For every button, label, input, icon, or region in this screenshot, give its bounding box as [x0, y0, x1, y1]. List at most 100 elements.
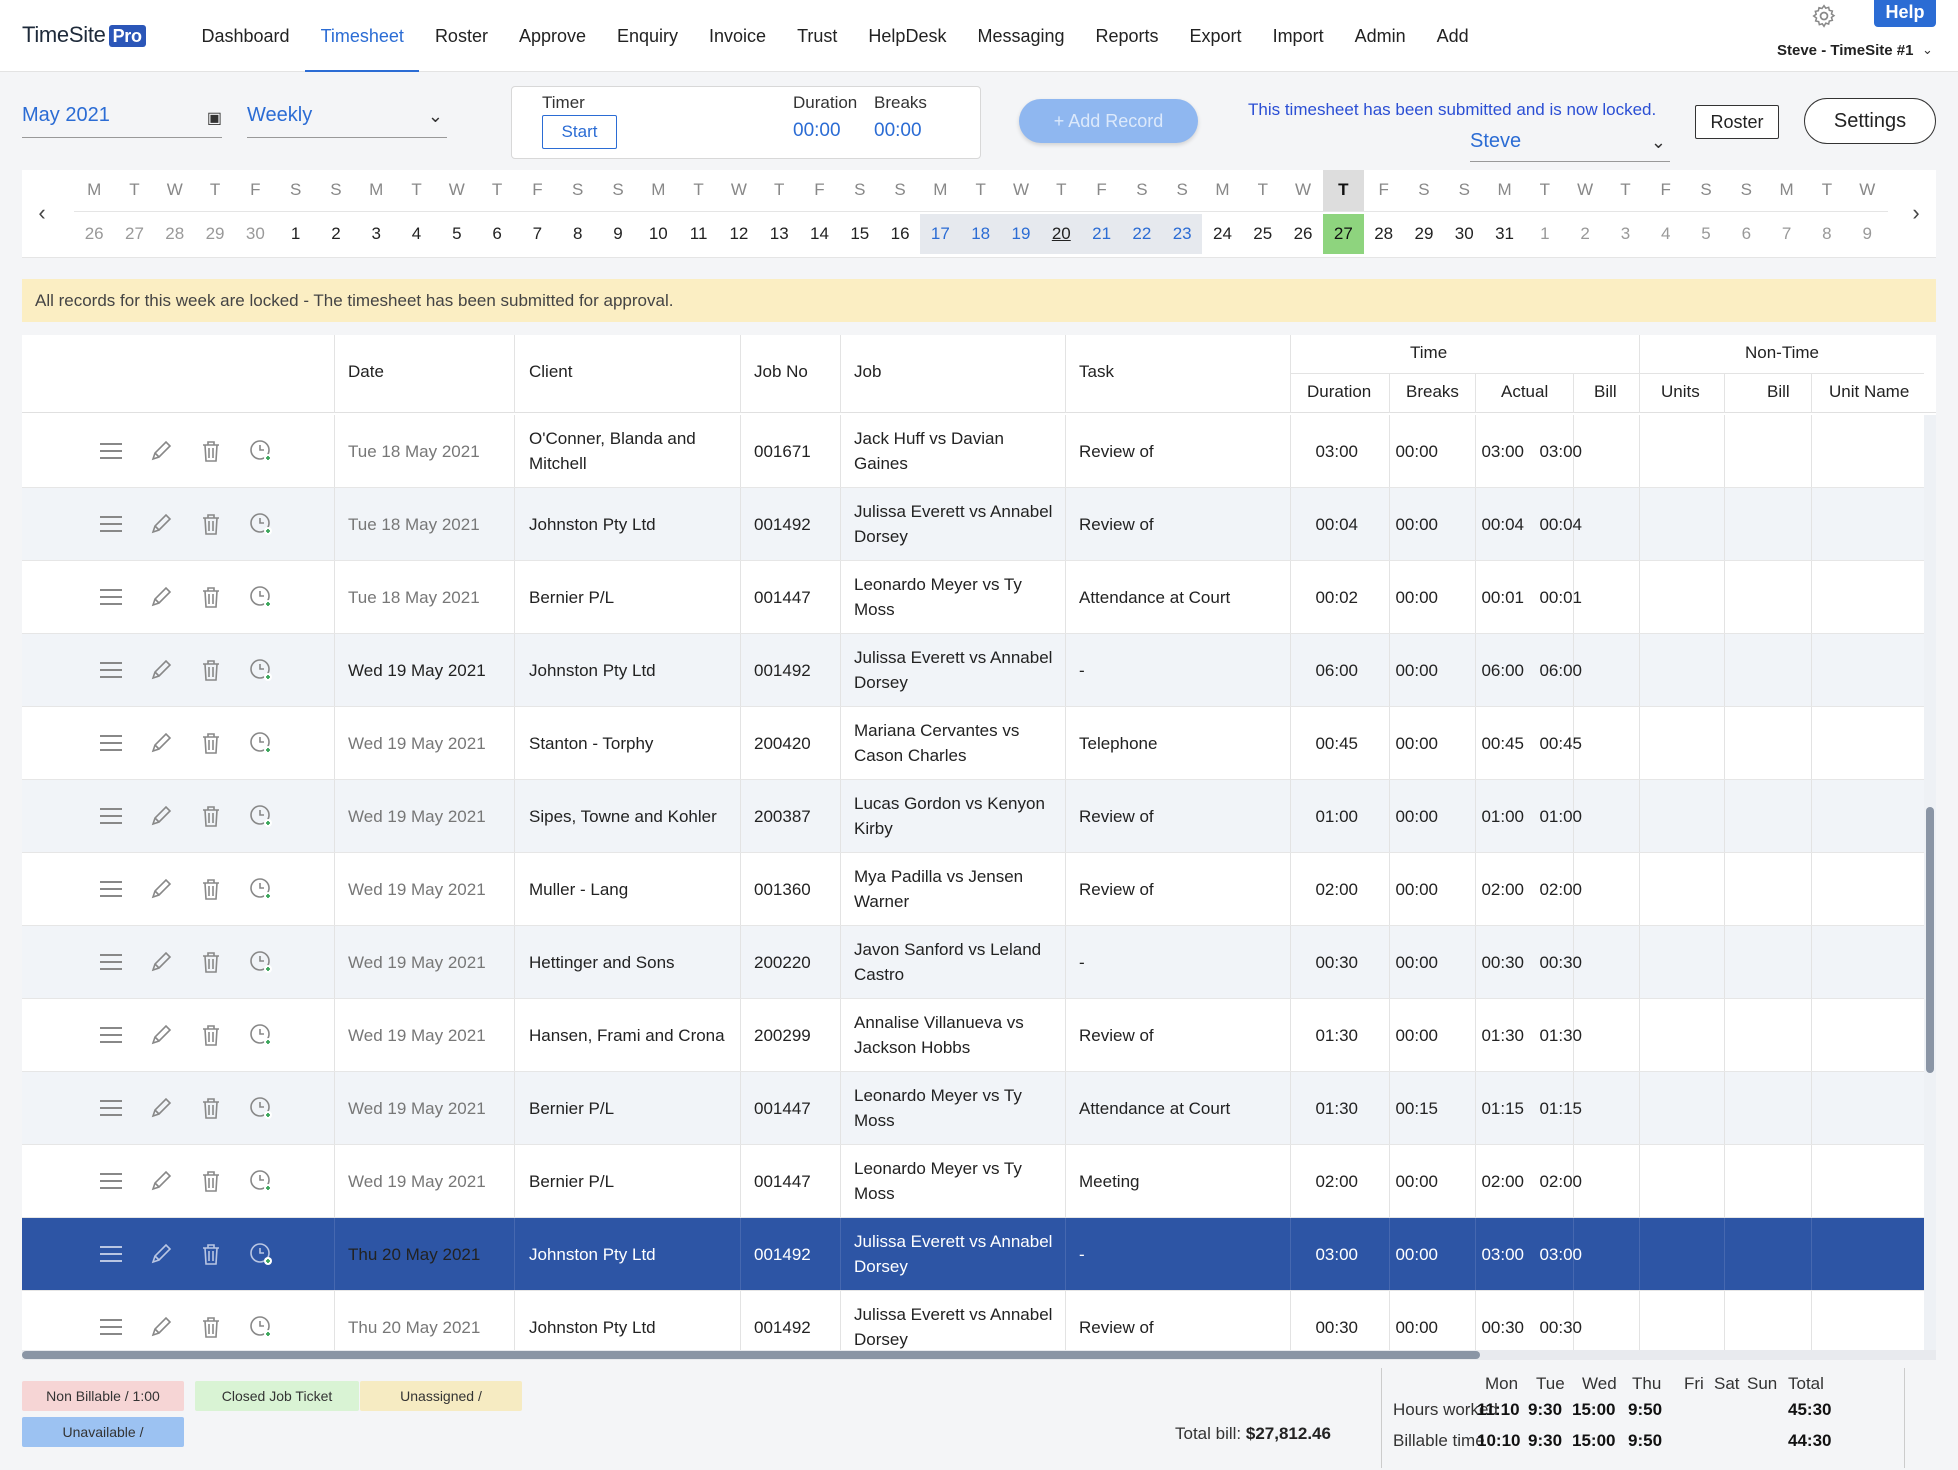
clock-add-icon[interactable]: [247, 1094, 275, 1122]
calendar-day[interactable]: 28: [165, 224, 185, 243]
horizontal-scrollbar-thumb[interactable]: [22, 1351, 1480, 1359]
trash-icon[interactable]: [197, 583, 225, 611]
clock-add-icon[interactable]: [247, 510, 275, 538]
calendar-day[interactable]: 27: [1323, 214, 1364, 254]
pencil-icon[interactable]: [147, 656, 175, 684]
col-date[interactable]: Date: [348, 362, 384, 381]
settings-button[interactable]: Settings: [1804, 98, 1936, 144]
vertical-scrollbar[interactable]: [1924, 415, 1936, 1352]
vertical-scrollbar-thumb[interactable]: [1926, 807, 1934, 1073]
month-picker[interactable]: May 2021 ▣: [22, 104, 222, 138]
calendar-day[interactable]: 2: [1580, 224, 1590, 243]
calendar-day[interactable]: 8: [1822, 224, 1832, 243]
nav-item-messaging[interactable]: Messaging: [977, 26, 1065, 46]
drag-handle-icon[interactable]: [97, 802, 125, 830]
calendar-day[interactable]: 7: [1781, 224, 1792, 243]
pencil-icon[interactable]: [147, 1313, 175, 1341]
calendar-day[interactable]: 28: [1374, 224, 1394, 243]
drag-handle-icon[interactable]: [97, 437, 125, 465]
table-row[interactable]: Tue 18 May 2021 Johnston Pty Ltd 001492 Jul…: [22, 488, 1924, 561]
table-row[interactable]: Wed 19 May 2021 Hettinger and Sons 200220 J…: [22, 926, 1924, 999]
calendar-day[interactable]: 26: [84, 224, 104, 243]
calendar-day[interactable]: 31: [1495, 224, 1514, 243]
calendar-day[interactable]: 26: [1293, 224, 1313, 243]
drag-handle-icon[interactable]: [97, 1167, 125, 1195]
trash-icon[interactable]: [197, 1240, 225, 1268]
calendar-day[interactable]: 24: [1213, 224, 1232, 243]
pencil-icon[interactable]: [147, 948, 175, 976]
table-row[interactable]: Tue 18 May 2021 O'Conner, Blanda and Mitc…: [22, 415, 1924, 488]
calendar-day[interactable]: 2: [331, 224, 341, 243]
drag-handle-icon[interactable]: [97, 729, 125, 757]
table-row[interactable]: Wed 19 May 2021 Hansen, Frami and Crona 20…: [22, 999, 1924, 1072]
col-task[interactable]: Task: [1079, 362, 1114, 381]
col-duration[interactable]: Duration: [1307, 382, 1372, 401]
calendar-day[interactable]: 9: [613, 224, 623, 243]
clock-add-icon[interactable]: [247, 948, 275, 976]
col-job-no[interactable]: Job No: [754, 362, 808, 381]
table-row[interactable]: Wed 19 May 2021 Bernier P/L 001447 Leonardo…: [22, 1145, 1924, 1218]
calendar-day[interactable]: 19: [1000, 214, 1042, 254]
pencil-icon[interactable]: [147, 1094, 175, 1122]
clock-add-icon[interactable]: [247, 802, 275, 830]
calendar-day[interactable]: 14: [810, 224, 829, 243]
nav-item-helpdesk[interactable]: HelpDesk: [868, 26, 947, 46]
clock-add-icon[interactable]: [247, 1313, 275, 1341]
nav-item-approve[interactable]: Approve: [518, 26, 586, 46]
col-bill[interactable]: Bill: [1594, 382, 1617, 401]
trash-icon[interactable]: [197, 948, 225, 976]
nav-item-add[interactable]: Add: [1436, 26, 1469, 46]
calendar-day[interactable]: 7: [532, 224, 543, 243]
period-select[interactable]: Weekly ⌄: [247, 104, 447, 138]
drag-handle-icon[interactable]: [97, 1240, 125, 1268]
pencil-icon[interactable]: [147, 729, 175, 757]
clock-add-icon[interactable]: [247, 1240, 275, 1268]
nav-item-export[interactable]: Export: [1189, 26, 1242, 46]
calendar-day[interactable]: 4: [1660, 224, 1671, 243]
chevron-right-icon[interactable]: ›: [1912, 200, 1920, 225]
table-row[interactable]: Wed 19 May 2021 Stanton - Torphy 200420 Mar…: [22, 707, 1924, 780]
pencil-icon[interactable]: [147, 583, 175, 611]
pencil-icon[interactable]: [147, 1167, 175, 1195]
calendar-day[interactable]: 16: [890, 224, 910, 243]
calendar-day[interactable]: 8: [572, 224, 583, 243]
calendar-day[interactable]: 6: [492, 224, 502, 243]
trash-icon[interactable]: [197, 1021, 225, 1049]
calendar-day[interactable]: 17: [920, 214, 961, 254]
calendar-day[interactable]: 18: [960, 214, 1001, 254]
calendar-day[interactable]: 3: [371, 224, 381, 243]
drag-handle-icon[interactable]: [97, 1313, 125, 1341]
table-row[interactable]: Thu 20 May 2021 Johnston Pty Ltd 001492 Jul…: [22, 1291, 1924, 1352]
chevron-down-icon[interactable]: ⌄: [1922, 42, 1933, 57]
calendar-day[interactable]: 5: [1701, 224, 1711, 243]
gear-icon[interactable]: [1811, 3, 1837, 29]
calendar-day[interactable]: 12: [729, 224, 749, 243]
trash-icon[interactable]: [197, 1167, 225, 1195]
calendar-day[interactable]: 4: [411, 224, 422, 243]
calendar-day[interactable]: 6: [1741, 224, 1752, 243]
chevron-left-icon[interactable]: ‹: [38, 200, 46, 225]
col-actual[interactable]: Actual: [1501, 382, 1549, 401]
drag-handle-icon[interactable]: [97, 583, 125, 611]
start-timer-button[interactable]: Start: [542, 115, 617, 149]
user-menu[interactable]: Steve - TimeSite #1: [1777, 42, 1914, 59]
calendar-day[interactable]: 30: [245, 224, 265, 243]
calendar-day[interactable]: 20: [1041, 214, 1082, 254]
table-row[interactable]: Wed 19 May 2021 Sipes, Towne and Kohler 20…: [22, 780, 1924, 853]
col-client[interactable]: Client: [529, 362, 573, 381]
clock-add-icon[interactable]: [247, 583, 275, 611]
drag-handle-icon[interactable]: [97, 656, 125, 684]
table-row[interactable]: Wed 19 May 2021 Johnston Pty Ltd 001492 Jul…: [22, 634, 1924, 707]
pencil-icon[interactable]: [147, 1240, 175, 1268]
calendar-day[interactable]: 27: [124, 224, 144, 243]
calendar-day[interactable]: 29: [1414, 224, 1434, 243]
calendar-day[interactable]: 9: [1862, 224, 1872, 243]
calendar-day[interactable]: 30: [1454, 224, 1474, 243]
trash-icon[interactable]: [197, 437, 225, 465]
trash-icon[interactable]: [197, 729, 225, 757]
table-row[interactable]: Tue 18 May 2021 Bernier P/L 001447 Leonardo…: [22, 561, 1924, 634]
trash-icon[interactable]: [197, 510, 225, 538]
calendar-day[interactable]: 1: [1540, 224, 1550, 243]
calendar-day[interactable]: 1: [290, 224, 301, 243]
pencil-icon[interactable]: [147, 1021, 175, 1049]
